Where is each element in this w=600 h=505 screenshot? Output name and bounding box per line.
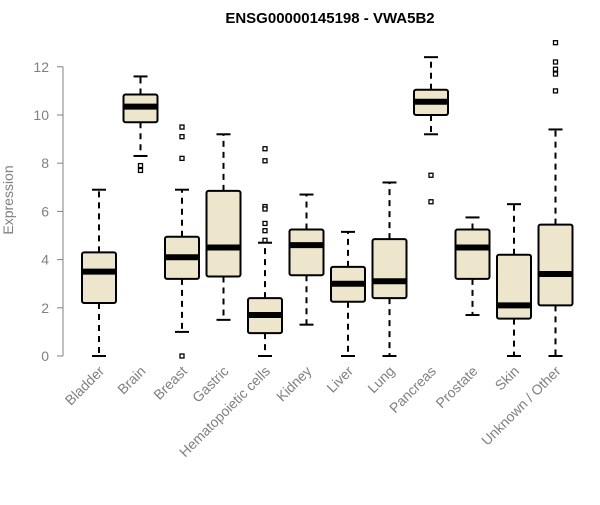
box-iqr [371,238,408,300]
outlier-point [262,228,268,234]
outlier-point [552,66,559,72]
outlier-point [262,206,268,212]
chart-title: ENSG00000145198 - VWA5B2 [225,10,434,27]
box-unknown-other [537,40,574,357]
box-liver [330,230,366,357]
y-axis-label: Expression [0,165,16,234]
outlier-point [428,199,434,205]
outlier-point [262,237,268,243]
box-iqr [496,253,532,320]
x-tick-label: Bladder [62,363,108,409]
box-iqr [81,251,117,304]
y-tick-label: 8 [41,155,49,171]
x-tick-label: Kidney [273,363,315,405]
y-tick-label: 6 [41,203,49,219]
x-tick-label: Lung [364,363,397,396]
outlier-point [262,158,268,164]
box-breast [164,124,200,359]
box-gastric [205,133,242,321]
box-hematopoietic-cells [247,146,283,357]
outlier-point [262,146,268,152]
box-brain [122,75,159,174]
box-iqr [205,189,242,278]
outlier-point [179,353,185,359]
x-tick-label: Prostate [432,363,480,411]
box-lung [371,181,408,357]
box-iqr [288,228,325,277]
y-axis: 0 2 4 6 8 10 12 [33,59,64,364]
y-tick-label: 0 [41,348,49,364]
x-tick-label: Brain [114,363,148,397]
box-prostate [454,216,491,317]
y-tick-label: 4 [41,252,49,268]
box-kidney [288,193,325,326]
y-tick-label: 2 [41,300,49,316]
outlier-point [552,40,559,46]
y-tick-label: 12 [33,59,49,75]
x-tick-label: Liver [323,363,356,396]
y-tick-label: 10 [33,107,49,123]
outlier-point [179,134,185,140]
plot-area [81,40,574,359]
box-bladder [81,188,117,357]
x-tick-label: Skin [492,363,523,394]
outlier-point [262,220,268,227]
outlier-point [552,71,559,77]
box-iqr [537,223,574,307]
x-tick-label: Breast [150,363,190,403]
outlier-point [179,124,185,130]
box-iqr [454,228,491,280]
box-pancreas [413,56,449,205]
outlier-point [179,155,185,162]
box-skin [496,203,532,357]
outlier-point [137,162,144,169]
outlier-point [428,172,434,178]
outlier-point [137,167,144,174]
x-tick-label: Unknown / Other [478,363,564,449]
outlier-point [552,59,559,65]
outlier-point [552,88,559,94]
